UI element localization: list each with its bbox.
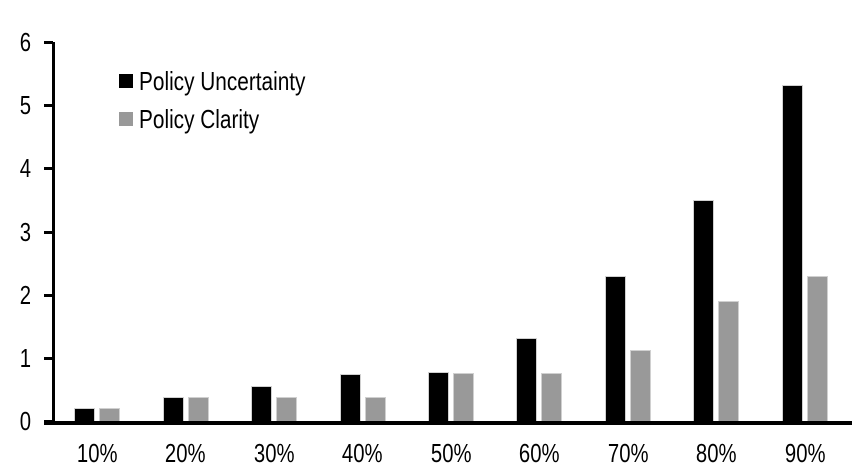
bar-policy-uncertainty-30% xyxy=(251,386,273,421)
bar-group-90% xyxy=(761,42,849,421)
legend-label-policy-uncertainty: Policy Uncertainty xyxy=(139,66,306,96)
y-tick-label-5: 5 xyxy=(19,90,31,121)
y-tick-3 xyxy=(44,230,53,234)
bar-policy-clarity-30% xyxy=(276,397,298,421)
x-tick-label-30%: 30% xyxy=(253,438,295,468)
y-axis-line xyxy=(52,42,55,422)
bar-policy-uncertainty-20% xyxy=(162,397,184,421)
y-tick-4 xyxy=(44,167,53,171)
bar-group-60% xyxy=(495,42,583,421)
legend-swatch-policy-uncertainty-icon xyxy=(119,74,133,88)
bar-policy-uncertainty-50% xyxy=(427,372,449,421)
y-tick-label-6: 6 xyxy=(19,27,31,57)
y-tick-label-3: 3 xyxy=(19,216,31,247)
x-tick-label-90%: 90% xyxy=(784,438,826,468)
legend-label-policy-clarity: Policy Clarity xyxy=(139,104,260,134)
bar-group-40% xyxy=(318,42,406,421)
bar-policy-uncertainty-60% xyxy=(516,338,538,421)
bar-group-70% xyxy=(584,42,672,421)
x-tick-label-10%: 10% xyxy=(76,438,118,468)
y-tick-label-2: 2 xyxy=(19,279,31,310)
x-tick-label-60%: 60% xyxy=(519,438,560,468)
bar-policy-clarity-70% xyxy=(629,350,651,421)
x-tick-label-80%: 80% xyxy=(695,438,737,468)
plot-area xyxy=(53,42,849,421)
bar-policy-uncertainty-40% xyxy=(339,374,361,421)
y-tick-6 xyxy=(44,41,53,44)
bar-policy-uncertainty-70% xyxy=(604,276,626,421)
bar-policy-uncertainty-90% xyxy=(781,85,803,421)
y-tick-1 xyxy=(44,356,53,360)
bar-policy-clarity-90% xyxy=(806,276,828,421)
x-tick-label-40%: 40% xyxy=(342,438,383,468)
y-tick-5 xyxy=(44,104,53,108)
legend-item-policy-clarity: Policy Clarity xyxy=(119,106,347,132)
y-tick-0 xyxy=(44,420,53,423)
bar-group-30% xyxy=(230,42,318,421)
legend-swatch-policy-clarity-icon xyxy=(119,112,133,126)
y-tick-label-0: 0 xyxy=(19,406,31,436)
bar-policy-uncertainty-80% xyxy=(693,200,715,421)
bar-group-80% xyxy=(672,42,760,421)
legend-item-policy-uncertainty: Policy Uncertainty xyxy=(119,68,347,94)
x-tick-label-20%: 20% xyxy=(165,438,206,468)
x-axis-line xyxy=(44,421,852,425)
y-tick-2 xyxy=(44,293,53,297)
bar-group-50% xyxy=(407,42,495,421)
x-tick-label-50%: 50% xyxy=(430,438,472,468)
bar-group-20% xyxy=(141,42,229,421)
bar-policy-clarity-10% xyxy=(99,408,121,421)
bar-policy-uncertainty-10% xyxy=(74,408,96,421)
bar-policy-clarity-20% xyxy=(187,397,209,421)
bar-policy-clarity-60% xyxy=(541,373,563,421)
y-tick-label-1: 1 xyxy=(19,342,31,373)
bar-policy-clarity-50% xyxy=(452,373,474,421)
y-tick-label-4: 4 xyxy=(19,153,31,184)
legend: Policy Uncertainty Policy Clarity xyxy=(119,68,347,150)
bar-group-10% xyxy=(53,42,141,421)
bar-policy-clarity-40% xyxy=(364,397,386,421)
x-tick-label-70%: 70% xyxy=(607,438,649,468)
bar-policy-clarity-80% xyxy=(718,301,740,421)
x-axis-labels: 10% 20% 30% 40% 50% 60% 70% 80% 90% xyxy=(53,438,849,468)
